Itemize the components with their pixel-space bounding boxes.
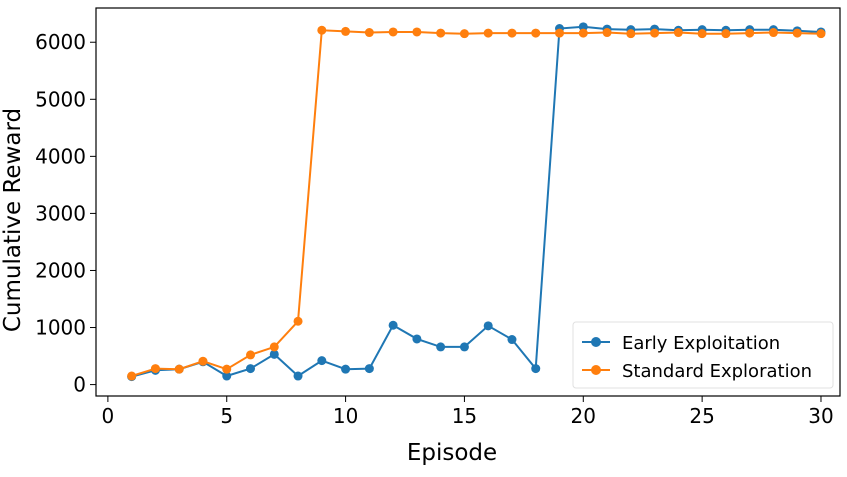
data-point (293, 371, 303, 381)
series-layer (127, 22, 826, 382)
data-point (459, 342, 469, 352)
data-point (436, 342, 446, 352)
data-point (269, 349, 279, 359)
data-point (531, 364, 541, 374)
y-tick-label: 4000 (35, 144, 86, 168)
data-point (246, 350, 256, 360)
legend-marker-standard (591, 365, 601, 375)
y-tick-label: 3000 (35, 201, 86, 225)
data-point (697, 29, 707, 39)
legend: Early Exploitation Standard Exploration (572, 321, 834, 389)
x-tick-label: 15 (452, 404, 477, 428)
legend-box (572, 321, 834, 389)
legend-marker-early (591, 337, 601, 347)
data-point (317, 356, 327, 366)
plot-frame (95, 7, 841, 397)
data-point (127, 371, 137, 381)
data-point (388, 27, 398, 37)
data-point (507, 335, 517, 345)
data-point (174, 364, 184, 374)
y-tick-label: 1000 (35, 316, 86, 340)
legend-item-standard-exploration: Standard Exploration (582, 361, 812, 382)
data-point (150, 364, 160, 374)
data-point (673, 28, 683, 38)
data-point (269, 342, 279, 352)
data-point (246, 364, 256, 374)
data-point (816, 29, 826, 39)
x-tick-label: 0 (102, 404, 115, 428)
y-tick-label: 5000 (35, 87, 86, 111)
data-point (222, 364, 232, 374)
y-axis: 0 1000 2000 3000 4000 5000 6000 (35, 30, 96, 397)
y-tick-label: 0 (73, 373, 86, 397)
data-point (317, 25, 327, 35)
data-point (222, 371, 232, 381)
data-point (626, 29, 636, 39)
y-tick-label: 6000 (35, 30, 86, 54)
data-point (768, 28, 778, 38)
data-point (412, 334, 422, 344)
data-point (602, 28, 612, 38)
x-tick-label: 20 (571, 404, 596, 428)
data-point (578, 28, 588, 38)
data-point (483, 28, 493, 38)
x-axis-title: Episode (407, 440, 497, 466)
legend-label-standard: Standard Exploration (622, 361, 812, 382)
x-axis: 0 5 10 15 20 25 30 (102, 396, 834, 428)
data-point (364, 28, 374, 38)
data-point (531, 28, 541, 38)
data-point (721, 29, 731, 39)
data-point (341, 26, 351, 36)
data-point (412, 27, 422, 37)
data-point (364, 364, 374, 374)
data-point (483, 321, 493, 331)
x-tick-label: 30 (808, 404, 833, 428)
data-point (388, 320, 398, 330)
data-point (792, 28, 802, 38)
x-tick-label: 5 (220, 404, 233, 428)
data-point (198, 356, 208, 366)
legend-item-early-exploitation: Early Exploitation (582, 333, 780, 354)
data-point (555, 28, 565, 38)
y-tick-label: 2000 (35, 258, 86, 282)
data-point (459, 29, 469, 39)
data-point (341, 364, 351, 374)
data-point (650, 28, 660, 38)
x-tick-label: 25 (689, 404, 714, 428)
data-point (745, 28, 755, 38)
x-tick-label: 10 (333, 404, 358, 428)
series-standard-exploration (127, 25, 826, 381)
legend-label-early: Early Exploitation (622, 333, 780, 354)
data-point (436, 28, 446, 38)
data-point (293, 316, 303, 326)
data-point (578, 22, 588, 32)
y-axis-title: Cumulative Reward (0, 108, 26, 332)
data-point (507, 28, 517, 38)
